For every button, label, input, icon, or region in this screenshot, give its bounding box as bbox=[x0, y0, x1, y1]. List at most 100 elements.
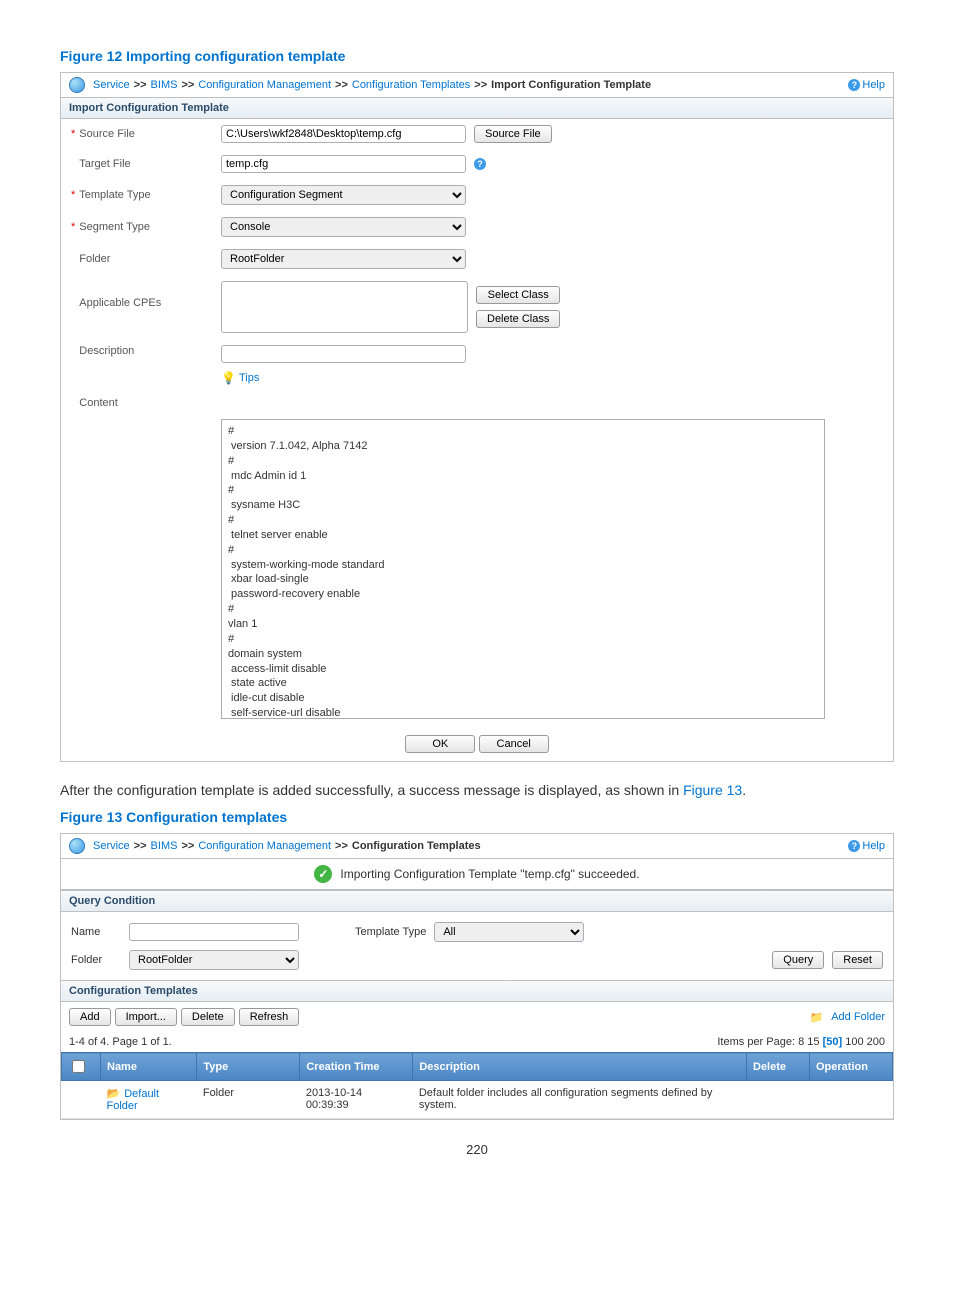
row-template-type: *Template Type Configuration Segment bbox=[61, 179, 893, 211]
figure13-title: Figure 13 Configuration templates bbox=[60, 809, 894, 825]
dialog-buttons: OK Cancel bbox=[61, 727, 893, 761]
query-name-label: Name bbox=[71, 926, 121, 938]
help-icon: ? bbox=[848, 79, 860, 91]
help-icon: ? bbox=[848, 840, 860, 852]
row-type: Folder bbox=[197, 1081, 300, 1119]
interstitial-text: After the configuration template is adde… bbox=[60, 780, 894, 801]
bc-current: Configuration Templates bbox=[352, 840, 481, 852]
import-template-header: Import Configuration Template bbox=[61, 97, 893, 119]
folder-icon: 📂 bbox=[107, 1088, 121, 1100]
bc-sep: >> bbox=[134, 79, 147, 91]
figure13-ref[interactable]: Figure 13 bbox=[683, 782, 742, 798]
col-ctime[interactable]: Creation Time bbox=[300, 1053, 413, 1081]
ipp-8[interactable]: 8 bbox=[798, 1036, 804, 1048]
help-link[interactable]: ? Help bbox=[848, 79, 885, 91]
items-per-page: Items per Page: 8 15 [50] 100 200 bbox=[717, 1036, 885, 1048]
template-type-select[interactable]: Configuration Segment bbox=[221, 185, 466, 205]
page-number: 220 bbox=[60, 1142, 894, 1157]
ipp-200[interactable]: 200 bbox=[867, 1036, 885, 1048]
tips-label: Tips bbox=[239, 372, 259, 384]
query-button[interactable]: Query bbox=[772, 951, 824, 969]
query-template-type-select[interactable]: All bbox=[434, 922, 584, 942]
folder-select[interactable]: RootFolder bbox=[221, 249, 466, 269]
bc-sep: >> bbox=[134, 840, 147, 852]
bc-bims[interactable]: BIMS bbox=[151, 79, 178, 91]
bc-config-templates[interactable]: Configuration Templates bbox=[352, 79, 470, 91]
bc-service[interactable]: Service bbox=[93, 840, 130, 852]
target-file-label: Target File bbox=[79, 158, 130, 170]
success-bar: ✓ Importing Configuration Template "temp… bbox=[61, 858, 893, 890]
add-folder-link[interactable]: 📁 Add Folder bbox=[809, 1011, 885, 1024]
applicable-cpes-label: Applicable CPEs bbox=[79, 297, 161, 309]
row-desc: Default folder includes all configuratio… bbox=[413, 1081, 747, 1119]
row-folder: *Folder RootFolder bbox=[61, 243, 893, 275]
row-target-file: *Target File ? bbox=[61, 149, 893, 179]
segment-type-select[interactable]: Console bbox=[221, 217, 466, 237]
query-name-input[interactable] bbox=[129, 923, 299, 941]
select-all-checkbox[interactable] bbox=[72, 1060, 85, 1073]
ok-button[interactable]: OK bbox=[405, 735, 475, 753]
delete-button[interactable]: Delete bbox=[181, 1008, 235, 1026]
col-operation[interactable]: Operation bbox=[810, 1053, 893, 1081]
help-label: Help bbox=[862, 79, 885, 91]
figure12-panel: Service >> BIMS >> Configuration Managem… bbox=[60, 72, 894, 762]
success-message: Importing Configuration Template "temp.c… bbox=[340, 867, 639, 881]
folder-label: Folder bbox=[79, 253, 110, 265]
source-file-label: Source File bbox=[79, 128, 135, 140]
ipp-15[interactable]: 15 bbox=[807, 1036, 819, 1048]
figure12-title: Figure 12 Importing configuration templa… bbox=[60, 48, 894, 64]
help-link[interactable]: ? Help bbox=[848, 840, 885, 852]
bc-service[interactable]: Service bbox=[93, 79, 130, 91]
applicable-cpes-list[interactable] bbox=[221, 281, 468, 333]
check-icon: ✓ bbox=[314, 865, 332, 883]
add-button[interactable]: Add bbox=[69, 1008, 111, 1026]
row-content: *Content bbox=[61, 391, 893, 415]
cancel-button[interactable]: Cancel bbox=[479, 735, 549, 753]
col-delete[interactable]: Delete bbox=[747, 1053, 810, 1081]
add-folder-label: Add Folder bbox=[831, 1011, 885, 1023]
ipp-50[interactable]: [50] bbox=[823, 1036, 843, 1048]
globe-icon bbox=[69, 838, 85, 854]
col-name[interactable]: Name bbox=[101, 1053, 197, 1081]
ipp-100[interactable]: 100 bbox=[845, 1036, 863, 1048]
source-file-button[interactable]: Source File bbox=[474, 125, 552, 143]
refresh-button[interactable]: Refresh bbox=[239, 1008, 300, 1026]
source-file-input[interactable] bbox=[221, 125, 466, 143]
query-folder-select[interactable]: RootFolder bbox=[129, 950, 299, 970]
help-label: Help bbox=[862, 840, 885, 852]
import-button[interactable]: Import... bbox=[115, 1008, 177, 1026]
select-class-button[interactable]: Select Class bbox=[476, 286, 560, 304]
content-textarea[interactable]: # version 7.1.042, Alpha 7142 # mdc Admi… bbox=[221, 419, 825, 719]
list-toolbar: Add Import... Delete Refresh 📁 Add Folde… bbox=[61, 1002, 893, 1032]
tips-link[interactable]: 💡Tips bbox=[221, 371, 259, 385]
ipp-label: Items per Page: bbox=[717, 1036, 795, 1048]
template-type-label: Template Type bbox=[79, 189, 150, 201]
col-type[interactable]: Type bbox=[197, 1053, 300, 1081]
description-label: Description bbox=[79, 345, 134, 357]
segment-type-label: Segment Type bbox=[79, 221, 150, 233]
table-row: 📂Default Folder Folder 2013-10-14 00:39:… bbox=[62, 1081, 893, 1119]
target-file-input[interactable] bbox=[221, 155, 466, 173]
bc-config-mgmt[interactable]: Configuration Management bbox=[198, 840, 331, 852]
bc-sep: >> bbox=[335, 840, 348, 852]
query-condition-header: Query Condition bbox=[61, 890, 893, 912]
description-input[interactable] bbox=[221, 345, 466, 363]
bc-bims[interactable]: BIMS bbox=[151, 840, 178, 852]
reset-button[interactable]: Reset bbox=[832, 951, 883, 969]
row-source-file: *Source File Source File bbox=[61, 119, 893, 149]
target-file-help-icon[interactable]: ? bbox=[474, 158, 486, 170]
row-description: *Description 💡Tips bbox=[61, 339, 893, 391]
col-desc[interactable]: Description bbox=[413, 1053, 747, 1081]
bc-sep: >> bbox=[181, 79, 194, 91]
query-template-type-label: Template Type bbox=[355, 926, 426, 938]
bc-current: Import Configuration Template bbox=[491, 79, 651, 91]
bc-sep: >> bbox=[335, 79, 348, 91]
delete-class-button[interactable]: Delete Class bbox=[476, 310, 560, 328]
bc-config-mgmt[interactable]: Configuration Management bbox=[198, 79, 331, 91]
breadcrumb: Service >> BIMS >> Configuration Managem… bbox=[69, 77, 651, 93]
breadcrumb-2: Service >> BIMS >> Configuration Managem… bbox=[69, 838, 481, 854]
bc-sep: >> bbox=[474, 79, 487, 91]
pager-text: 1-4 of 4. Page 1 of 1. bbox=[69, 1036, 172, 1048]
row-ctime: 2013-10-14 00:39:39 bbox=[300, 1081, 413, 1119]
query-grid: Name Template Type All Folder RootFolder… bbox=[61, 912, 893, 980]
